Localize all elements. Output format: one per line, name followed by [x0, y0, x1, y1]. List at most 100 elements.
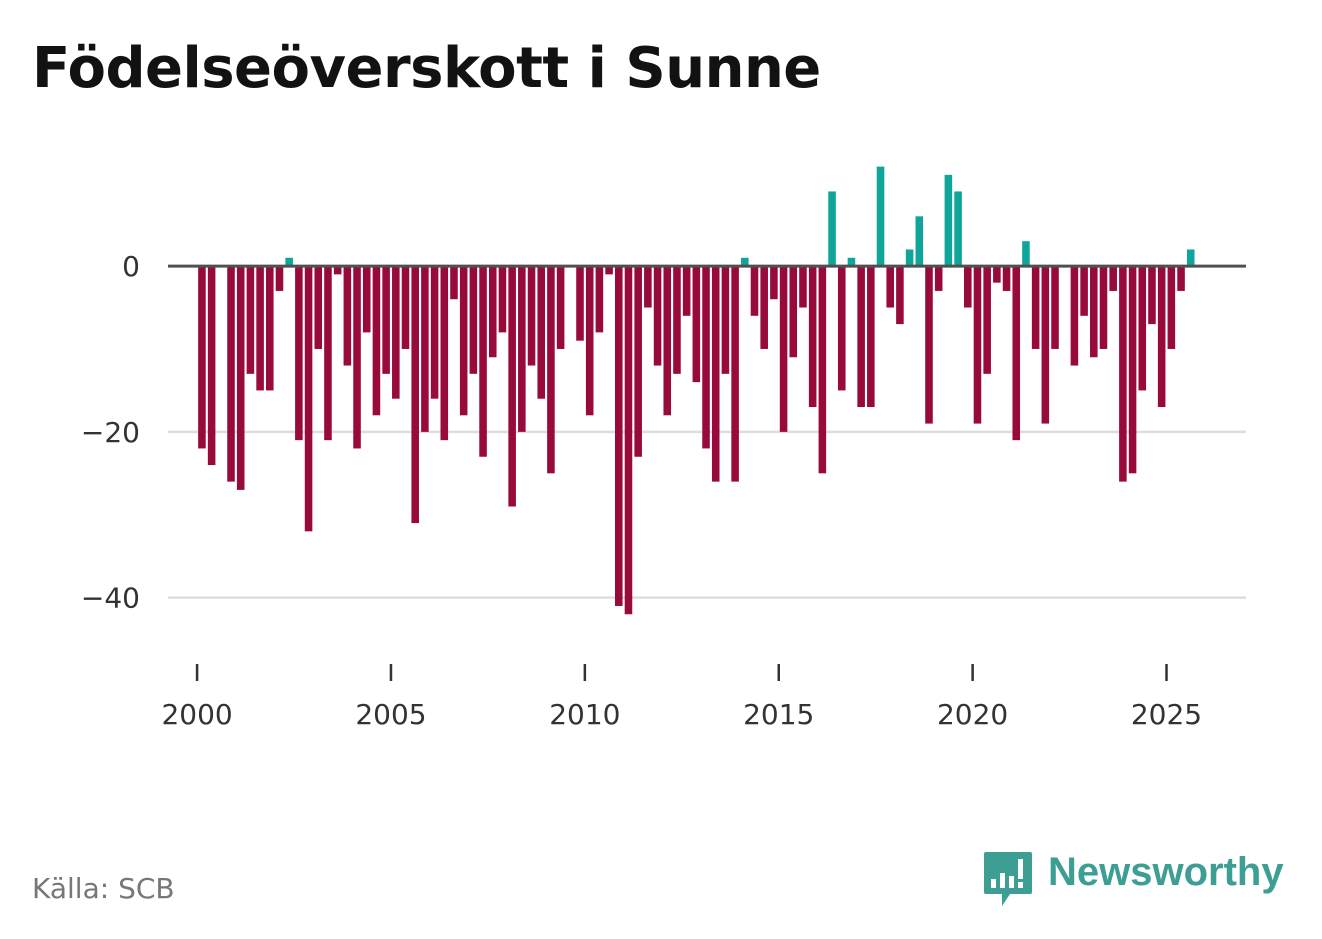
bar — [266, 266, 274, 391]
bar — [1099, 266, 1108, 349]
bar — [324, 266, 332, 441]
bar — [353, 266, 361, 449]
bar — [207, 266, 216, 466]
bar — [547, 266, 555, 474]
bar — [954, 191, 962, 267]
bar — [741, 257, 749, 267]
x-tick-label: 2020 — [937, 698, 1008, 731]
bar — [556, 266, 565, 349]
bar — [285, 257, 293, 267]
bar — [770, 266, 778, 300]
bar — [721, 266, 730, 374]
bar — [343, 266, 352, 366]
bar — [905, 249, 914, 267]
bar — [663, 266, 672, 416]
bar — [731, 266, 739, 482]
bar — [295, 266, 303, 441]
bar — [576, 266, 584, 341]
bar — [1002, 266, 1011, 291]
bars — [198, 166, 1195, 615]
bar — [867, 266, 875, 407]
bar — [963, 266, 972, 308]
y-tick-label: −20 — [81, 416, 140, 449]
bar-chart: 0 −20 −40 2000 2005 2010 2015 2020 2025 — [81, 166, 1246, 731]
bar — [760, 266, 768, 349]
bar — [1157, 266, 1166, 407]
bar — [605, 266, 613, 275]
bar — [779, 266, 788, 432]
bar — [1051, 266, 1059, 349]
bar — [644, 266, 652, 308]
bar — [479, 266, 487, 457]
bar — [372, 266, 381, 416]
brand[interactable]: Newsworthy — [980, 848, 1284, 912]
bar — [1031, 266, 1040, 349]
bar — [392, 266, 400, 399]
bar — [993, 266, 1001, 283]
brand-name: Newsworthy — [1048, 850, 1284, 894]
bar — [498, 266, 507, 333]
bar — [198, 266, 206, 449]
bar — [227, 266, 235, 482]
bar — [362, 266, 371, 333]
bar — [896, 266, 904, 325]
bar — [1138, 266, 1147, 391]
bar — [585, 266, 594, 416]
gridlines — [168, 430, 1246, 599]
bar — [1022, 241, 1030, 267]
x-tick-label: 2015 — [743, 698, 814, 731]
bar — [236, 266, 245, 490]
bar — [256, 266, 264, 391]
bar — [450, 266, 458, 300]
chart-title: Födelseöverskott i Sunne — [32, 36, 821, 101]
bar — [634, 266, 642, 457]
bar — [934, 266, 943, 291]
bar — [469, 266, 478, 374]
bar — [925, 266, 933, 424]
bar — [808, 266, 817, 407]
bar — [537, 266, 546, 399]
bar — [828, 191, 836, 267]
bar — [818, 266, 827, 474]
bar — [1080, 266, 1088, 316]
bar — [275, 266, 284, 291]
bar — [837, 266, 846, 391]
x-axis-ticks: 2000 2005 2010 2015 2020 2025 — [161, 664, 1202, 731]
y-tick-label: 0 — [122, 250, 140, 283]
bar — [527, 266, 536, 366]
bar — [333, 266, 342, 275]
bar — [488, 266, 497, 358]
bar — [411, 266, 419, 524]
bar — [401, 266, 410, 349]
bar — [886, 266, 895, 308]
bar — [1119, 266, 1127, 482]
bar — [1148, 266, 1156, 325]
bar — [847, 257, 856, 267]
bar — [304, 266, 313, 532]
bar — [750, 266, 759, 316]
bar — [595, 266, 604, 333]
x-tick-label: 2005 — [355, 698, 426, 731]
bar — [1177, 266, 1185, 291]
x-tick-label: 2025 — [1131, 698, 1202, 731]
bar — [973, 266, 982, 424]
x-tick-label: 2010 — [549, 698, 620, 731]
bar — [518, 266, 526, 432]
newsworthy-logo-icon — [984, 852, 1032, 906]
bar — [1128, 266, 1137, 474]
bar — [857, 266, 865, 407]
bar — [1070, 266, 1079, 366]
bar — [673, 266, 681, 374]
bar — [440, 266, 449, 441]
bar — [702, 266, 710, 449]
bar — [1012, 266, 1021, 441]
bar — [508, 266, 516, 507]
bar — [799, 266, 807, 308]
bar — [459, 266, 468, 416]
bar — [624, 266, 633, 615]
bar — [789, 266, 798, 358]
y-tick-label: −40 — [81, 582, 140, 615]
bar — [983, 266, 991, 374]
bar — [314, 266, 323, 349]
bar — [692, 266, 701, 383]
